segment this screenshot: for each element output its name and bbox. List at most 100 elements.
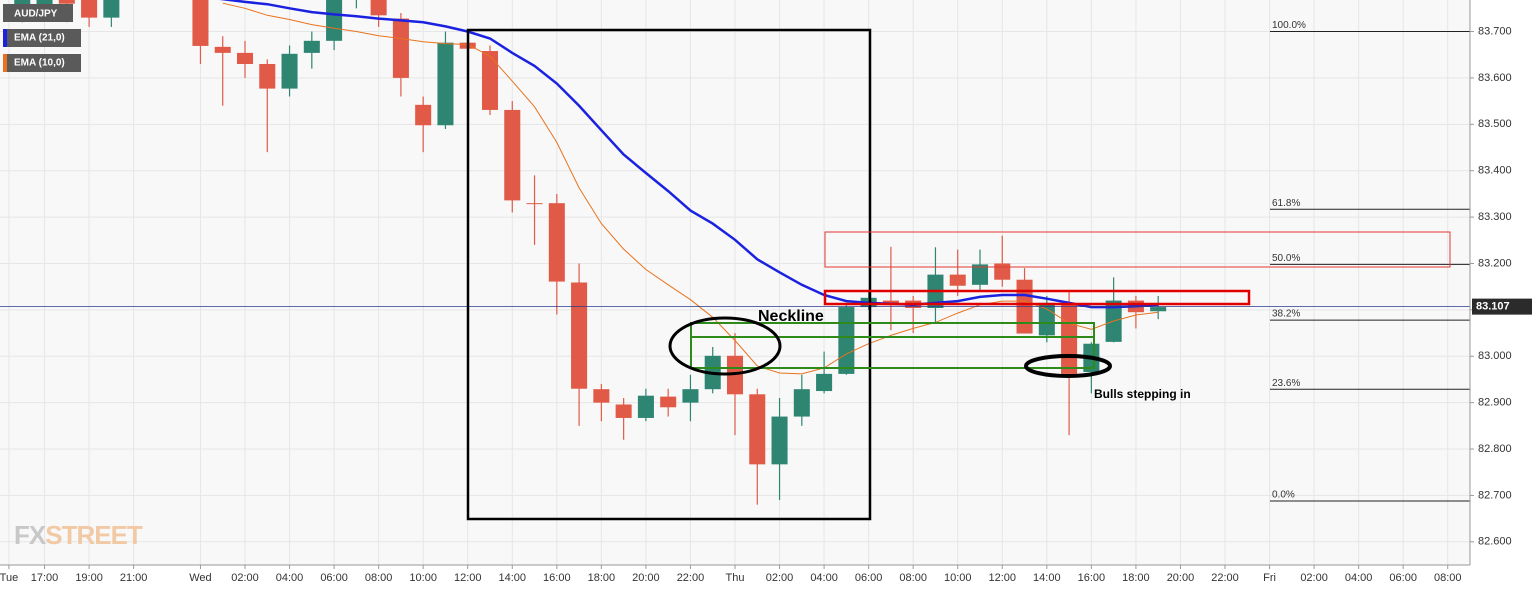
fib-label: 100.0% (1272, 20, 1306, 31)
candle-body (1150, 307, 1167, 312)
x-tick-label: 06:00 (320, 572, 348, 584)
x-tick-label: Thu (726, 572, 745, 584)
watermark-street: STREET (45, 520, 143, 550)
fib-label: 50.0% (1272, 253, 1300, 264)
annotation-text: Bulls stepping in (1094, 387, 1191, 401)
x-tick-label: 08:00 (1434, 572, 1462, 584)
x-tick-label: 02:00 (231, 572, 259, 584)
x-tick-label: Tue (0, 572, 18, 584)
y-tick-label: 83.700 (1478, 25, 1512, 37)
candle-body (214, 46, 231, 53)
x-tick-label: 16:00 (1078, 572, 1106, 584)
candle-body (481, 51, 499, 110)
y-tick-label: 83.000 (1478, 350, 1512, 362)
x-tick-label: 04:00 (810, 572, 838, 584)
annotation-text: Neckline (758, 308, 824, 325)
fib-label: 0.0% (1272, 490, 1295, 501)
candle-body (526, 203, 543, 205)
annotations: Neckline Bulls stepping in (466, 28, 1451, 521)
candle-body (637, 395, 654, 418)
x-tick-label: 12:00 (989, 572, 1017, 584)
legend: AUD/JPY EMA (21,0) EMA (10,0) (3, 4, 81, 72)
legend-box (3, 4, 73, 22)
candle-body (816, 373, 833, 392)
candle-body (415, 104, 432, 126)
candle-body (259, 64, 276, 89)
candle-body (192, 0, 209, 46)
candle-body (437, 42, 454, 126)
fib-label: 61.8% (1272, 198, 1300, 209)
candle-body (392, 18, 409, 78)
candle-body (281, 53, 298, 89)
circle-marker (1024, 354, 1112, 378)
candle-body (103, 0, 120, 18)
pattern-box (466, 28, 872, 521)
candle-body (1038, 302, 1055, 336)
candle-body (236, 52, 254, 65)
resistance-zone (824, 231, 1451, 268)
candle-body (949, 274, 966, 286)
legend-box (3, 29, 81, 47)
circle-marker (668, 316, 782, 376)
x-tick-label: 08:00 (365, 572, 393, 584)
y-tick-label: 82.600 (1478, 536, 1512, 548)
y-tick-label: 83.400 (1478, 165, 1512, 177)
x-tick-label: 20:00 (1167, 572, 1195, 584)
x-tick-label: Fri (1263, 572, 1276, 584)
x-tick-label: 21:00 (120, 572, 148, 584)
x-tick-label: 06:00 (855, 572, 883, 584)
candle-body (326, 0, 343, 41)
candle-body (1061, 302, 1078, 374)
last-price-box (1472, 298, 1532, 315)
candle-body (370, 0, 387, 16)
candle-body (615, 404, 632, 418)
x-tick-label: 12:00 (454, 572, 482, 584)
y-tick-label: 83.200 (1478, 257, 1512, 269)
price-axis (1470, 0, 1536, 589)
resistance-box (823, 289, 1251, 306)
candle-body (660, 396, 677, 408)
legend-box (3, 54, 81, 72)
fib-label: 23.6% (1272, 378, 1300, 389)
y-tick-label: 83.300 (1478, 211, 1512, 223)
candle-body (682, 389, 699, 403)
candle-body (58, 0, 75, 4)
x-tick-label: 04:00 (1345, 572, 1373, 584)
y-tick-label: 83.500 (1478, 118, 1512, 130)
candle-body (793, 389, 810, 417)
y-tick-label: 82.800 (1478, 443, 1512, 455)
candle-body (749, 394, 766, 465)
symbol-label: AUD/JPY (14, 9, 58, 20)
x-tick-label: 10:00 (944, 572, 972, 584)
candle-body (504, 109, 521, 201)
fib-label: 38.2% (1272, 309, 1300, 320)
candle-body (303, 40, 320, 53)
x-tick-label: 06:00 (1389, 572, 1417, 584)
last-price-label: 83.107 (1476, 301, 1510, 313)
watermark: FXSTREET (14, 520, 143, 550)
x-tick-label: 19:00 (75, 572, 103, 584)
y-tick-label: 82.700 (1478, 489, 1512, 501)
x-tick-label: 20:00 (632, 572, 660, 584)
ema-line (222, 2, 1159, 375)
candle-body (771, 416, 788, 465)
x-tick-label: 17:00 (31, 572, 59, 584)
x-tick-label: 02:00 (766, 572, 794, 584)
neckline-zone (690, 322, 1095, 369)
y-tick-label: 83.600 (1478, 72, 1512, 84)
candle-body (838, 307, 855, 374)
candle-body (971, 264, 989, 285)
candle-body (994, 263, 1011, 280)
x-tick-label: 02:00 (1300, 572, 1328, 584)
y-tick-label: 82.900 (1478, 397, 1512, 409)
x-tick-label: 08:00 (899, 572, 927, 584)
x-tick-label: 18:00 (588, 572, 616, 584)
x-tick-label: 22:00 (677, 572, 705, 584)
candle-body (81, 0, 98, 18)
x-tick-label: 14:00 (499, 572, 527, 584)
x-tick-label: 18:00 (1122, 572, 1150, 584)
x-tick-label: 04:00 (276, 572, 304, 584)
candle-body (571, 282, 588, 389)
x-tick-label: 10:00 (409, 572, 437, 584)
